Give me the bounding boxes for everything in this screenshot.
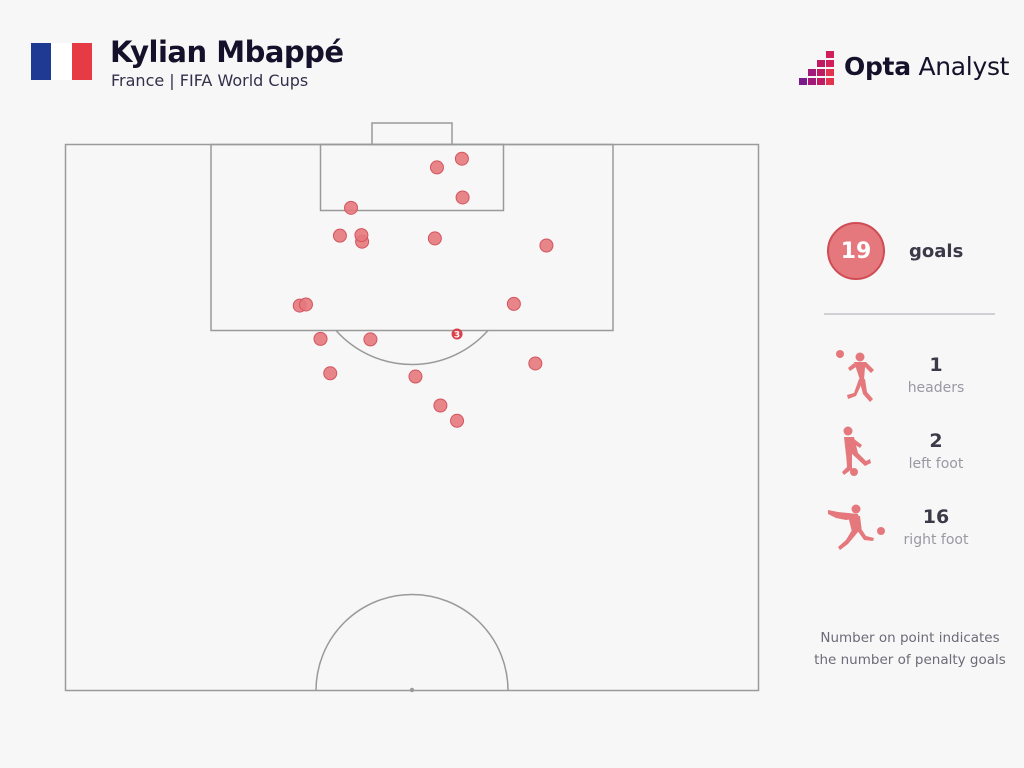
goal xyxy=(371,122,453,146)
stat-left-foot: 2 left foot xyxy=(876,430,996,472)
shot-point xyxy=(298,297,313,312)
flag-stripe-red xyxy=(71,43,92,80)
shot-point xyxy=(408,369,423,384)
stat-label: right foot xyxy=(903,532,969,548)
shot-point xyxy=(454,151,469,166)
shot-point xyxy=(332,228,347,243)
france-flag xyxy=(31,43,92,80)
shot-points: 3 xyxy=(292,151,554,428)
stat-count: 2 xyxy=(929,430,943,452)
shot-point xyxy=(344,200,359,215)
pitch-outline xyxy=(64,143,760,692)
center-spot xyxy=(409,687,415,693)
penalty-count-label: 3 xyxy=(454,330,460,340)
opta-analyst-logo: Opta Analyst xyxy=(798,49,1010,91)
shot-point xyxy=(528,356,543,371)
goals-label: goals xyxy=(909,241,964,262)
logo-product: Analyst xyxy=(918,52,1010,81)
opta-logo-mark-icon xyxy=(799,51,834,85)
note-line-2: the number of penalty goals xyxy=(814,652,1006,668)
shot-point xyxy=(539,238,554,253)
flag-stripe-blue xyxy=(31,43,52,80)
shot-point xyxy=(506,296,521,311)
divider xyxy=(824,313,995,315)
stat-count: 16 xyxy=(922,506,950,528)
shot-point xyxy=(323,366,338,381)
center-circle xyxy=(315,593,509,691)
stat-count: 1 xyxy=(929,354,943,376)
penalty-arc xyxy=(335,329,489,366)
goals-count-badge: 19 xyxy=(827,222,885,280)
penalty-note: Number on point indicates the number of … xyxy=(805,627,1015,671)
stat-label: left foot xyxy=(908,456,964,472)
shot-point xyxy=(313,331,328,346)
penalty-area xyxy=(210,143,614,332)
shot-point xyxy=(363,332,378,347)
page-title: Kylian Mbappé xyxy=(110,35,344,69)
right-foot-player-icon xyxy=(828,504,885,550)
logo-brand: Opta xyxy=(844,52,911,81)
pitch-markings xyxy=(64,122,760,692)
shot-point xyxy=(429,160,444,175)
flag-stripe-white xyxy=(51,43,72,80)
penalty-shot-point xyxy=(451,328,463,340)
shot-point xyxy=(354,228,369,243)
shot-point xyxy=(427,231,442,246)
stat-right-foot: 16 right foot xyxy=(876,506,996,548)
note-line-1: Number on point indicates xyxy=(820,630,1000,646)
left-foot-player-icon xyxy=(842,426,871,476)
goal-area xyxy=(319,143,505,212)
shot-point xyxy=(450,413,465,428)
page-subtitle: France | FIFA World Cups xyxy=(111,71,309,90)
stat-headers: 1 headers xyxy=(876,354,996,396)
shot-point xyxy=(455,190,470,205)
shot-point xyxy=(433,398,448,413)
header-player-icon xyxy=(836,350,874,402)
stat-label: headers xyxy=(907,380,965,396)
